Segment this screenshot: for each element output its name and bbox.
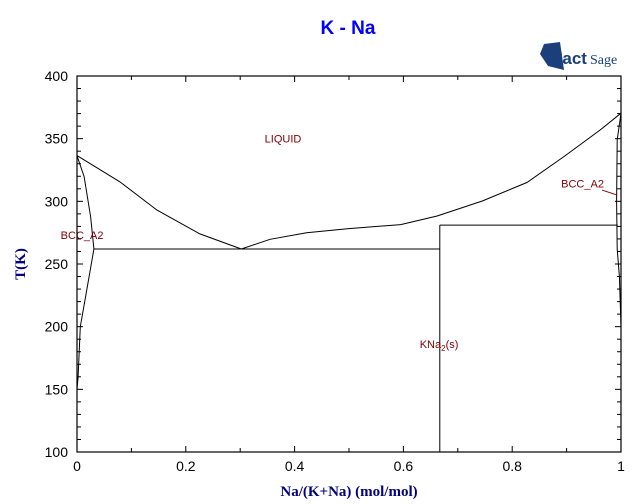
y-tick-label: 150 [45, 381, 69, 397]
plot-frame [76, 75, 622, 453]
y-tick-label: 250 [45, 256, 69, 272]
phase-label-leader [601, 189, 618, 196]
x-tick-label: 0.6 [394, 458, 414, 474]
x-axis-label: Na/(K+Na) (mol/mol) [280, 484, 417, 500]
svg-text:Sage: Sage [590, 53, 617, 68]
x-tick-label: 0.4 [285, 458, 305, 474]
y-axis-label: T(K) [13, 248, 29, 280]
factsage-logo: Fact Sage [540, 42, 617, 70]
phase-boundary-line [76, 155, 242, 250]
phase-label: BCC_A2 [61, 230, 104, 242]
x-tick-label: 0 [73, 458, 81, 474]
chart-title: K - Na [320, 18, 376, 39]
y-tick-label: 400 [45, 68, 69, 84]
x-tick-label: 0.8 [502, 458, 522, 474]
phase-boundary-line [76, 155, 95, 390]
phase-boundary-line [616, 113, 622, 327]
phase-label: LIQUID [265, 133, 302, 145]
y-tick-label: 300 [45, 193, 69, 209]
phase-label: BCC_A2 [561, 179, 604, 191]
y-tick-label: 100 [45, 444, 69, 460]
y-tick-label: 200 [45, 319, 69, 335]
x-tick-label: 1 [617, 458, 625, 474]
svg-text:Fact: Fact [552, 49, 587, 68]
phase-label: KNa2(s) [420, 339, 459, 353]
phase-boundary-line [241, 112, 622, 250]
y-tick-label: 350 [45, 131, 69, 147]
x-tick-label: 0.2 [176, 458, 196, 474]
